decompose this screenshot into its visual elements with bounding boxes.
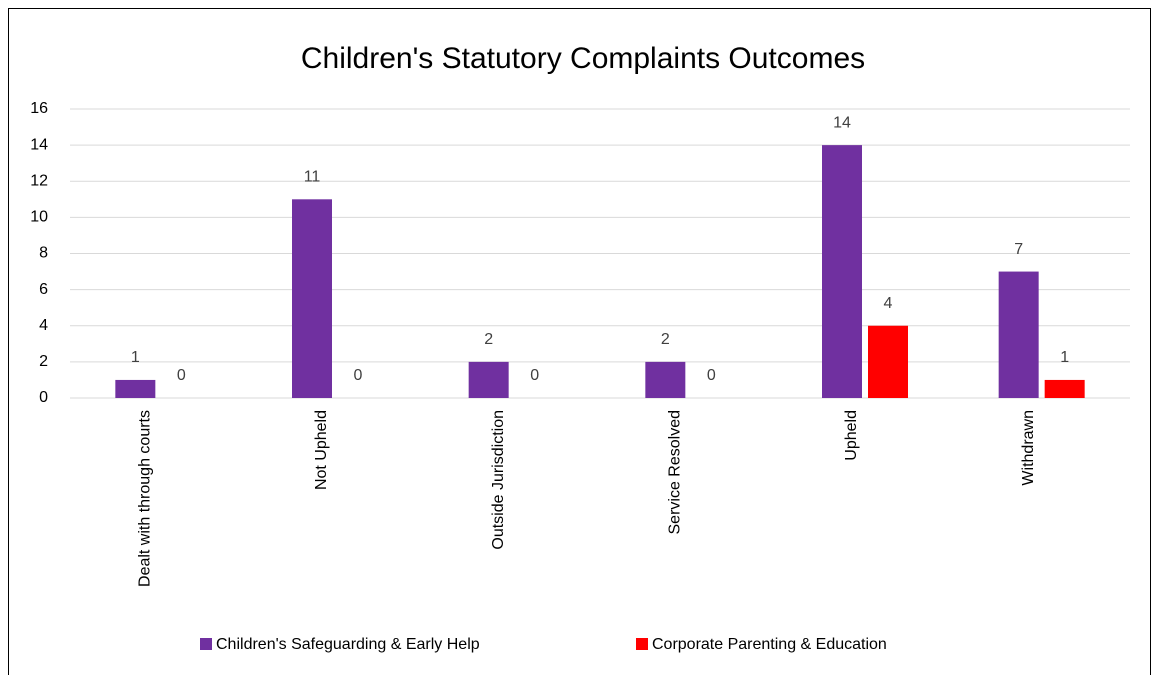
y-tick-label: 6 <box>39 281 48 298</box>
y-tick-label: 8 <box>39 245 48 262</box>
chart-title: Children's Statutory Complaints Outcomes <box>301 42 865 75</box>
y-tick-label: 16 <box>30 100 48 117</box>
data-label: 7 <box>1014 241 1023 258</box>
data-label: 0 <box>354 367 363 384</box>
y-tick-label: 4 <box>39 317 48 334</box>
data-label: 4 <box>884 295 893 312</box>
data-label: 0 <box>707 367 716 384</box>
y-tick-label: 2 <box>39 353 48 370</box>
x-tick-label: Service Resolved <box>667 410 684 535</box>
y-tick-label: 0 <box>39 389 48 406</box>
legend-label: Corporate Parenting & Education <box>652 636 887 653</box>
bar <box>292 199 332 398</box>
data-label: 0 <box>530 367 539 384</box>
legend-label: Children's Safeguarding & Early Help <box>216 636 480 653</box>
x-tick-label: Not Upheld <box>313 410 330 490</box>
bar <box>645 361 686 398</box>
data-label: 11 <box>304 169 321 186</box>
x-tick-label: Withdrawn <box>1020 410 1037 486</box>
y-tick-label: 10 <box>30 209 48 226</box>
y-tick-label: 12 <box>30 172 48 189</box>
bar <box>868 325 908 398</box>
legend-swatch <box>636 638 648 650</box>
chart-border <box>8 8 1151 675</box>
data-label: 1 <box>1060 349 1069 366</box>
bar <box>1044 379 1085 398</box>
data-label: 14 <box>833 114 851 131</box>
bar <box>822 145 862 398</box>
legend-swatch <box>200 638 212 650</box>
data-label: 0 <box>177 367 186 384</box>
x-tick-label: Dealt with through courts <box>137 410 154 587</box>
data-label: 1 <box>131 349 140 366</box>
y-tick-label: 14 <box>30 136 48 153</box>
x-tick-label: Outside Jurisdiction <box>490 410 507 550</box>
x-tick-label: Upheld <box>843 410 860 461</box>
bar <box>115 379 156 398</box>
bar <box>468 361 509 398</box>
bar <box>998 271 1039 398</box>
data-label: 2 <box>661 331 670 348</box>
data-label: 2 <box>484 331 493 348</box>
